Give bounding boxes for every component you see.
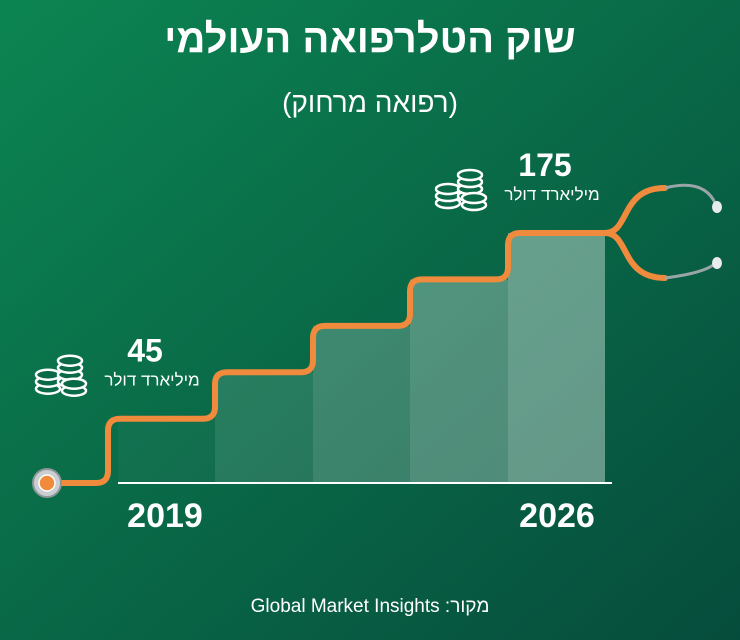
coin-icon — [60, 377, 88, 390]
step-bar — [215, 372, 313, 483]
title: שוק הטלרפואה העולמי — [164, 17, 575, 61]
subtitle: (רפואה מרחוק) — [282, 87, 458, 118]
year-label: 2019 — [127, 497, 203, 535]
coin-icon — [56, 354, 84, 367]
step-bar — [508, 233, 605, 483]
source: מקור: Global Market Insights — [251, 596, 490, 617]
step-bar — [118, 418, 215, 483]
step-bar — [313, 325, 410, 483]
coin-icon — [34, 368, 62, 381]
value-label: 175 — [518, 147, 571, 183]
coin-icon — [460, 191, 488, 205]
year-label: 2026 — [519, 497, 595, 535]
coin-icon — [456, 168, 484, 182]
unit-label: מיליארד דולר — [504, 185, 599, 204]
unit-label: מיליארד דולר — [104, 371, 199, 390]
chest-piece-inner — [38, 474, 56, 492]
ear-tip — [712, 201, 722, 213]
plot: 45 מיליארד דולר 2019 175 מיליארד דולר 2026 — [32, 147, 722, 535]
value-label: 45 — [127, 333, 163, 369]
step-bar — [410, 279, 508, 483]
coin-icon — [434, 182, 462, 196]
ear-tip — [712, 257, 722, 269]
growth-line — [57, 185, 668, 486]
